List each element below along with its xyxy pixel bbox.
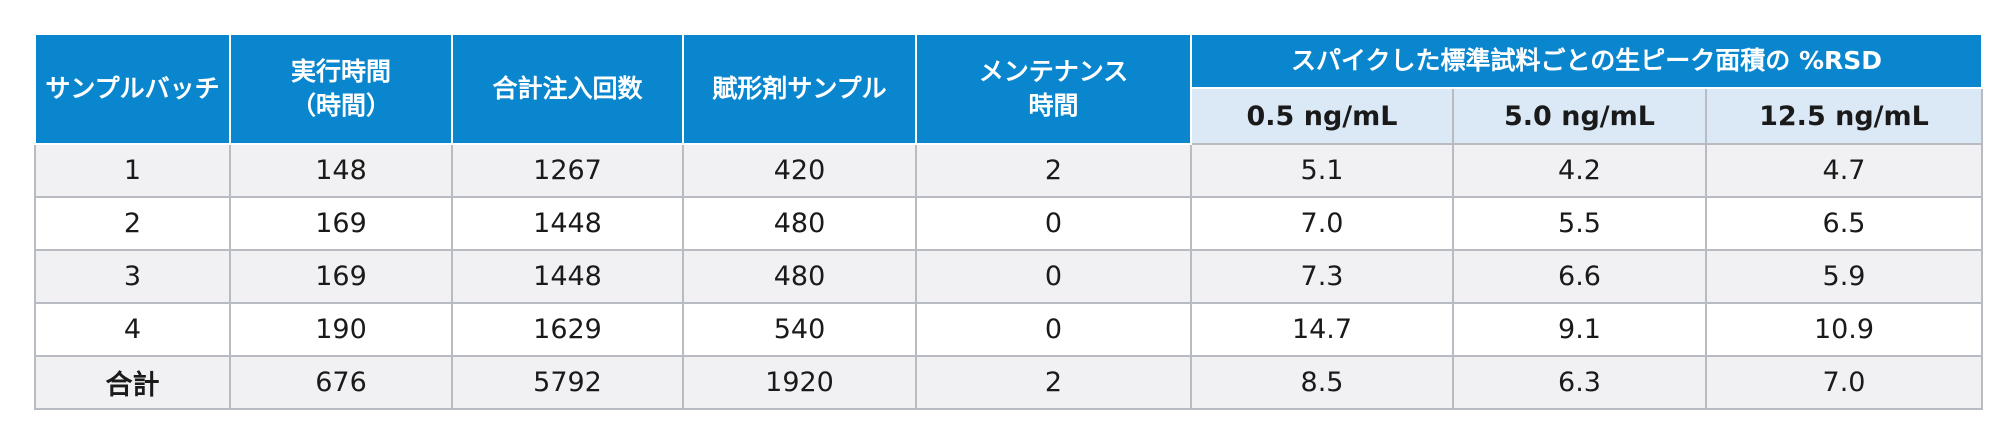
cell-runtime: 169 (229, 249, 453, 304)
header-row: サンプルバッチ 実行時間 （時間） 合計注入回数 賦形剤サンプル メンテナンス … (34, 33, 1983, 145)
cell-injections: 1448 (451, 249, 684, 304)
table-row: 4 190 1629 540 0 14.7 9.1 10.9 (34, 302, 1983, 357)
cell-rsd-12-5: 7.0 (1705, 355, 1983, 410)
header-maintenance-line1: メンテナンス (978, 57, 1129, 86)
cell-rsd-5-0: 4.2 (1452, 143, 1707, 198)
cell-excipient: 1920 (682, 355, 917, 410)
cell-rsd-5-0: 6.6 (1452, 249, 1707, 304)
cell-rsd-0-5: 5.1 (1190, 143, 1454, 198)
header-rsd-group: スパイクした標準試料ごとの生ピーク面積の %RSD (1190, 33, 1983, 89)
header-maintenance-time: メンテナンス 時間 (915, 33, 1192, 145)
header-excipient-samples: 賦形剤サンプル (682, 33, 917, 145)
table-row: 3 169 1448 480 0 7.3 6.6 5.9 (34, 249, 1983, 304)
header-runtime-line1: 実行時間 (290, 57, 391, 86)
cell-rsd-0-5: 8.5 (1190, 355, 1454, 410)
cell-maintenance: 0 (915, 249, 1192, 304)
cell-rsd-0-5: 7.0 (1190, 196, 1454, 251)
cell-total-label: 合計 (34, 355, 231, 410)
cell-runtime: 676 (229, 355, 453, 410)
cell-rsd-12-5: 6.5 (1705, 196, 1983, 251)
cell-rsd-5-0: 6.3 (1452, 355, 1707, 410)
table-row: 2 169 1448 480 0 7.0 5.5 6.5 (34, 196, 1983, 251)
cell-excipient: 480 (682, 249, 917, 304)
cell-excipient: 540 (682, 302, 917, 357)
subheader-conc-5-0: 5.0 ng/mL (1452, 87, 1707, 145)
cell-excipient: 480 (682, 196, 917, 251)
subheader-conc-0-5: 0.5 ng/mL (1190, 87, 1454, 145)
cell-rsd-5-0: 5.5 (1452, 196, 1707, 251)
header-total-injections: 合計注入回数 (451, 33, 684, 145)
cell-injections: 5792 (451, 355, 684, 410)
cell-excipient: 420 (682, 143, 917, 198)
subheader-conc-12-5: 12.5 ng/mL (1705, 87, 1983, 145)
cell-maintenance: 2 (915, 355, 1192, 410)
cell-batch: 3 (34, 249, 231, 304)
header-sample-batch: サンプルバッチ (34, 33, 231, 145)
cell-runtime: 169 (229, 196, 453, 251)
cell-rsd-5-0: 9.1 (1452, 302, 1707, 357)
cell-maintenance: 0 (915, 196, 1192, 251)
table-row: 1 148 1267 420 2 5.1 4.2 4.7 (34, 143, 1983, 198)
cell-rsd-12-5: 4.7 (1705, 143, 1983, 198)
cell-maintenance: 2 (915, 143, 1192, 198)
cell-rsd-0-5: 7.3 (1190, 249, 1454, 304)
cell-rsd-0-5: 14.7 (1190, 302, 1454, 357)
cell-batch: 2 (34, 196, 231, 251)
cell-rsd-12-5: 10.9 (1705, 302, 1983, 357)
header-runtime: 実行時間 （時間） (229, 33, 453, 145)
rsd-results-table: サンプルバッチ 実行時間 （時間） 合計注入回数 賦形剤サンプル メンテナンス … (34, 33, 1983, 410)
cell-batch: 1 (34, 143, 231, 198)
cell-batch: 4 (34, 302, 231, 357)
cell-runtime: 190 (229, 302, 453, 357)
cell-injections: 1267 (451, 143, 684, 198)
cell-injections: 1629 (451, 302, 684, 357)
header-maintenance-line2: 時間 (1028, 91, 1079, 120)
subheader-row: 0.5 ng/mL 5.0 ng/mL 12.5 ng/mL (35, 87, 1983, 145)
cell-runtime: 148 (229, 143, 453, 198)
total-row: 合計 676 5792 1920 2 8.5 6.3 7.0 (34, 355, 1983, 410)
header-runtime-line2: （時間） (290, 91, 391, 120)
cell-maintenance: 0 (915, 302, 1192, 357)
cell-rsd-12-5: 5.9 (1705, 249, 1983, 304)
cell-injections: 1448 (451, 196, 684, 251)
